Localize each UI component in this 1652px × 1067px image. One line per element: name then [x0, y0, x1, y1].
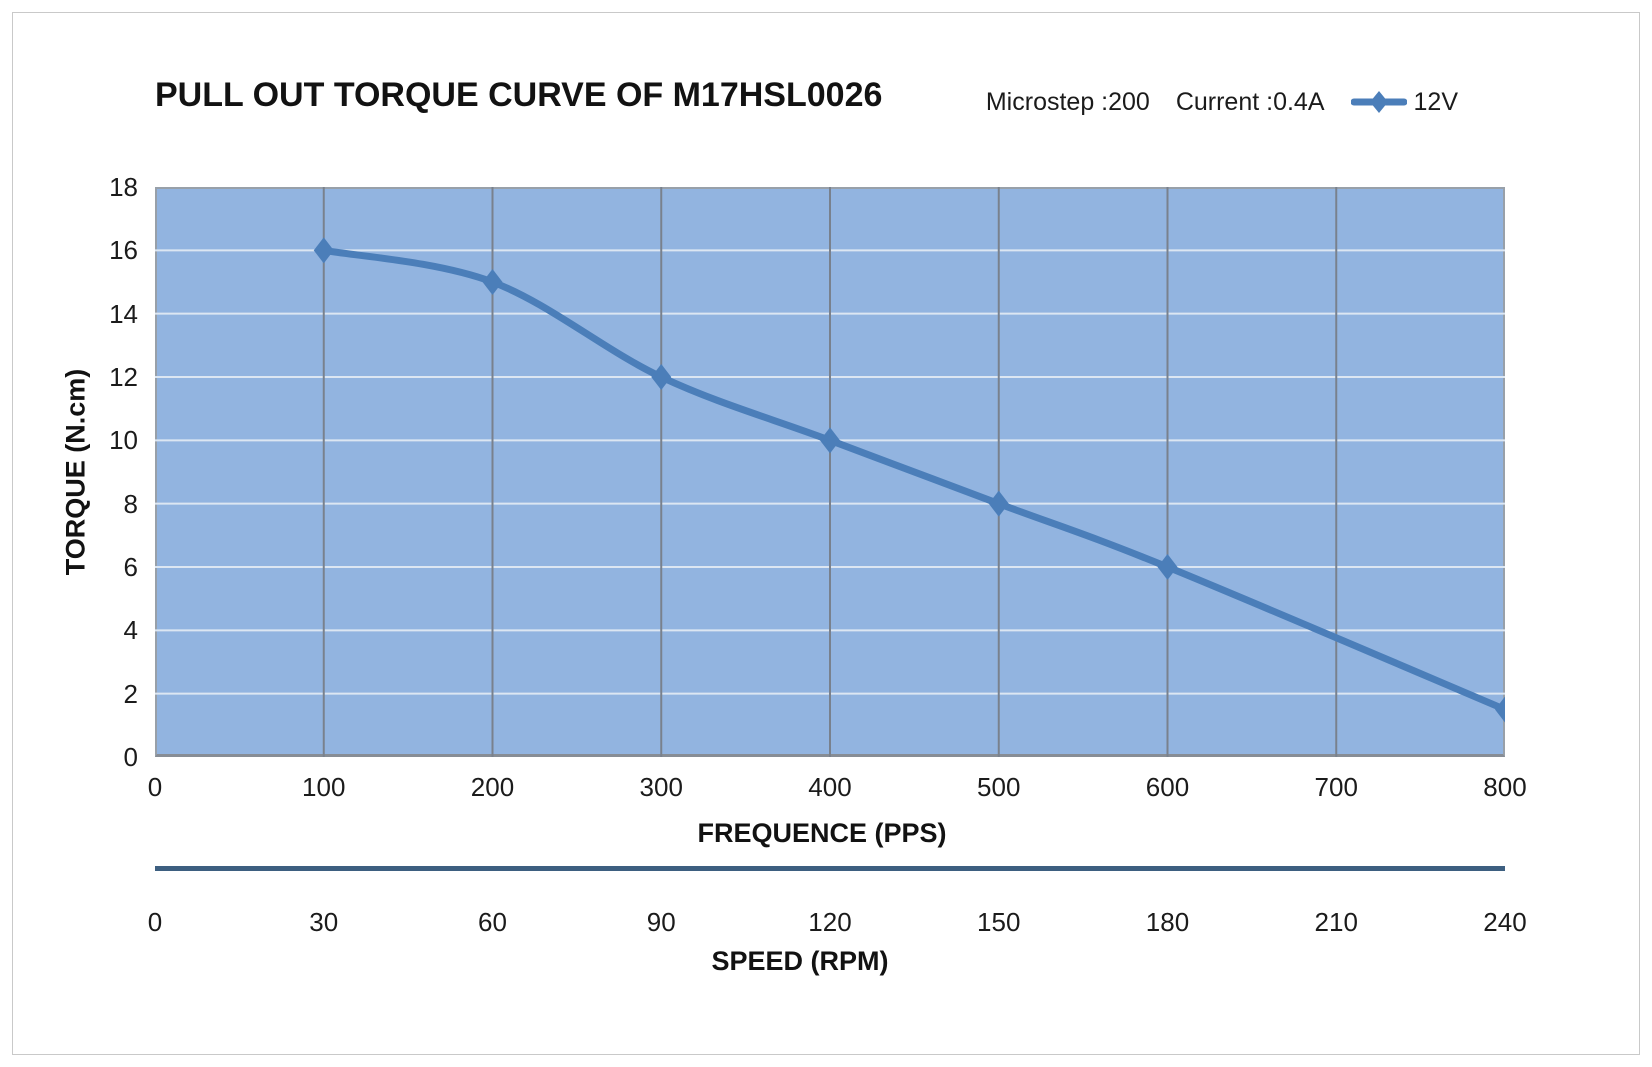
frequence-tick-label: 200 — [470, 772, 515, 802]
legend-series-entry: 12V — [1350, 87, 1458, 117]
frequence-tick-label: 300 — [639, 772, 683, 802]
frequence-axis-title: FREQUENCE (PPS) — [697, 818, 947, 848]
torque-tick-label: 0 — [123, 742, 138, 772]
plot-area — [155, 187, 1505, 757]
torque-tick-label: 8 — [123, 488, 138, 519]
data-point-marker — [313, 237, 334, 264]
torque-tick-label: 14 — [109, 298, 138, 329]
speed-tick-label: 90 — [646, 907, 676, 937]
chart-legend: Microstep :200 Current :0.4A 12V — [986, 86, 1458, 118]
data-point-marker — [1157, 554, 1178, 580]
legend-current-label: Current :0.4A — [1175, 87, 1325, 116]
torque-curve — [320, 246, 1505, 713]
legend-series-label: 12V — [1413, 87, 1458, 116]
torque-tick-label: 12 — [109, 362, 138, 392]
frequence-tick-label: 700 — [1314, 772, 1358, 802]
data-point-marker — [1495, 696, 1505, 723]
torque-tick-label: 18 — [109, 172, 138, 202]
legend-microstep-label: Microstep :200 — [985, 87, 1150, 116]
speed-tick-label: 30 — [309, 907, 339, 937]
chart-title: PULL OUT TORQUE CURVE OF M17HSL0026 — [155, 76, 883, 114]
speed-tick-label: 210 — [1314, 907, 1358, 937]
speed-tick-label: 180 — [1145, 907, 1190, 937]
torque-axis-title: TORQUE (N.cm) — [60, 368, 91, 576]
torque-tick-label: 16 — [109, 235, 138, 266]
data-point-marker — [820, 427, 840, 454]
data-point-marker — [988, 490, 1009, 517]
frequence-tick-label: 400 — [808, 772, 852, 802]
torque-curve-canvas — [155, 187, 1505, 757]
torque-tick-label: 6 — [123, 552, 138, 582]
data-point-marker — [651, 364, 672, 390]
torque-tick-label: 4 — [123, 615, 138, 646]
speed-axis-title: SPEED (RPM) — [711, 946, 889, 976]
frequence-tick-label: 800 — [1483, 772, 1527, 802]
torque-tick-label: 10 — [109, 425, 138, 456]
frequence-tick-label: 600 — [1145, 772, 1190, 802]
axis-separator-line — [155, 866, 1505, 871]
frequence-tick-label: 100 — [302, 772, 346, 802]
frequence-tick-label: 0 — [147, 772, 163, 802]
frequence-tick-label: 500 — [977, 772, 1021, 802]
torque-tick-label: 2 — [123, 678, 138, 709]
speed-tick-label: 60 — [478, 907, 507, 937]
speed-tick-label: 150 — [977, 907, 1021, 937]
data-point-marker — [482, 269, 503, 295]
speed-tick-label: 240 — [1483, 907, 1527, 937]
series-line-marker-icon — [1350, 91, 1407, 113]
speed-tick-label: 120 — [808, 907, 852, 937]
speed-tick-label: 0 — [147, 907, 163, 937]
